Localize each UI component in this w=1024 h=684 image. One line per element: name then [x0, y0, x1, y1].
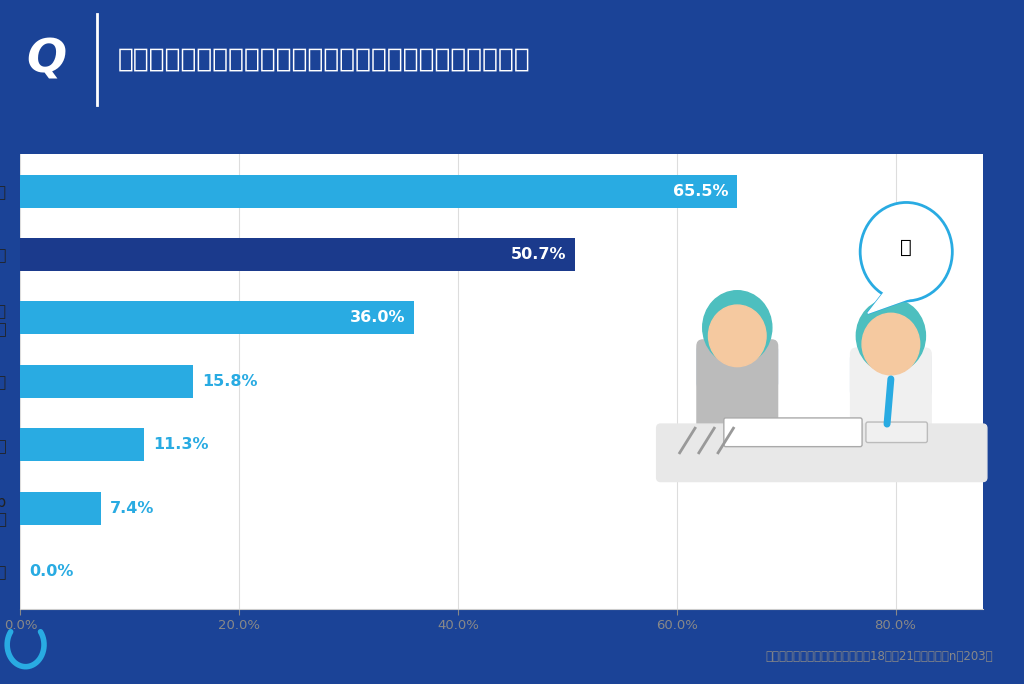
FancyBboxPatch shape: [697, 340, 777, 443]
Bar: [20, 365, 194, 398]
Circle shape: [702, 291, 772, 365]
Text: じゅけラボ予備校: じゅけラボ予備校: [70, 635, 164, 654]
Circle shape: [860, 202, 952, 301]
Bar: [20, 492, 101, 525]
FancyBboxPatch shape: [851, 354, 931, 395]
FancyBboxPatch shape: [851, 348, 931, 451]
Bar: [20, 238, 575, 271]
Text: Q: Q: [26, 38, 67, 82]
Polygon shape: [867, 289, 913, 313]
FancyBboxPatch shape: [724, 418, 862, 447]
Text: 総合型選抜入試に関する情報はどのように集めましたか？: 総合型選抜入試に関する情報はどのように集めましたか？: [118, 47, 530, 73]
FancyBboxPatch shape: [697, 346, 777, 387]
Circle shape: [856, 299, 926, 373]
Text: 0.0%: 0.0%: [30, 564, 74, 579]
Text: 11.3%: 11.3%: [153, 437, 208, 452]
Text: 50.7%: 50.7%: [511, 247, 566, 262]
Text: 💡: 💡: [900, 238, 912, 257]
Circle shape: [709, 305, 766, 367]
FancyBboxPatch shape: [656, 424, 987, 482]
Circle shape: [862, 313, 920, 375]
FancyBboxPatch shape: [866, 422, 928, 443]
Text: 36.0%: 36.0%: [350, 311, 406, 326]
Bar: [20, 428, 144, 461]
Text: 7.4%: 7.4%: [111, 501, 155, 516]
Bar: [20, 174, 737, 207]
Text: 15.8%: 15.8%: [202, 374, 258, 389]
Text: 総合型選抜を受験したことがある18歳～21歳の男女（n＝203）: 総合型選抜を受験したことがある18歳～21歳の男女（n＝203）: [766, 650, 993, 663]
Bar: [20, 302, 415, 334]
Text: 65.5%: 65.5%: [673, 183, 728, 198]
